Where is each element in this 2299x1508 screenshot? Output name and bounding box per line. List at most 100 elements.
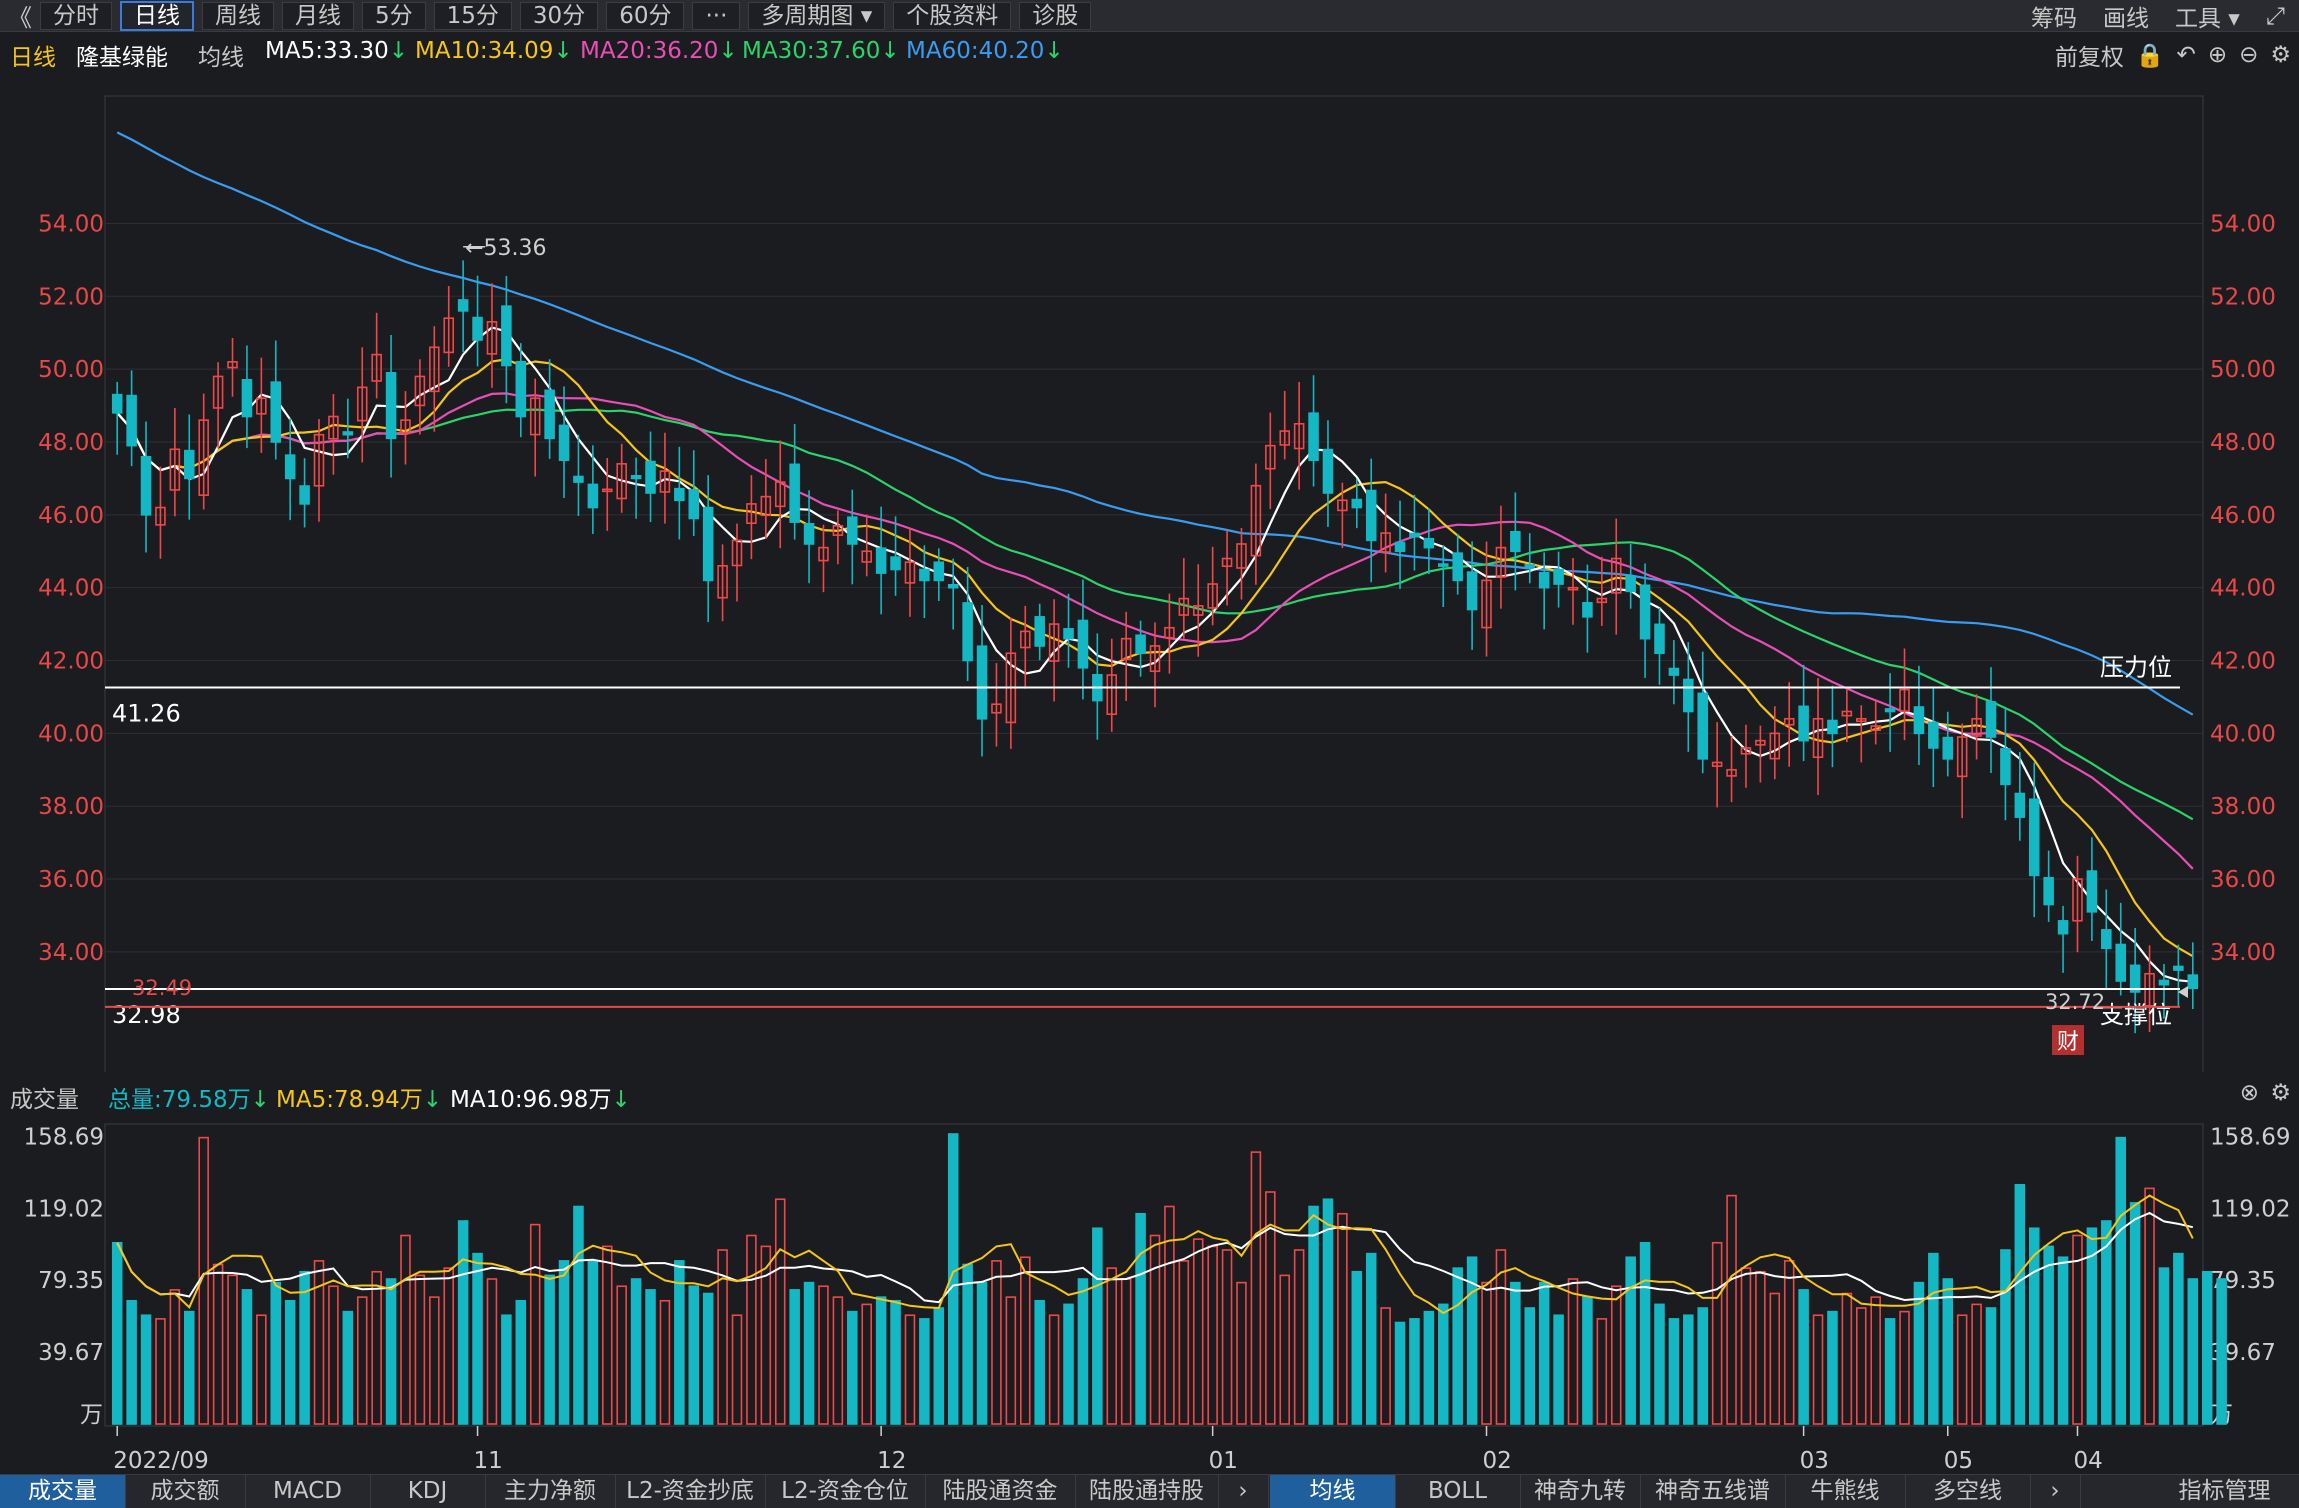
- gear-icon[interactable]: ⚙: [2270, 42, 2291, 68]
- candle: [1308, 375, 1319, 487]
- volume-bar: [616, 1285, 627, 1425]
- candlestick-chart[interactable]: 54.00 54.00 52.00 52.00 50.00 50.00 48.00 48.00…: [0, 72, 2299, 1072]
- indicator-tab-5[interactable]: L2-资金抄底: [615, 1475, 766, 1508]
- candle: [1567, 558, 1579, 625]
- period-tab-0[interactable]: 分时: [40, 1, 112, 30]
- indicator-tab-0[interactable]: 成交量: [0, 1475, 126, 1508]
- period-tab-7[interactable]: 60分: [606, 1, 685, 30]
- period-tab-10[interactable]: 个股资料: [893, 1, 1012, 30]
- candle: [429, 326, 440, 432]
- overlay-tab-5[interactable]: 多空线: [1905, 1475, 2031, 1508]
- stock-name[interactable]: 隆基绿能: [76, 45, 168, 71]
- chevron-right-icon[interactable]: ›: [1218, 1475, 1269, 1508]
- volume-bar: [2043, 1245, 2054, 1425]
- zoom-in-icon[interactable]: ⊕: [2207, 42, 2228, 68]
- volume-bar: [2216, 1278, 2227, 1425]
- close-icon[interactable]: ⊗: [2239, 1080, 2259, 1106]
- volume-bar: [2173, 1252, 2184, 1425]
- candle: [1279, 391, 1290, 460]
- overlay-tab-2[interactable]: 神奇九转: [1520, 1475, 1641, 1508]
- volume-label[interactable]: 成交量: [10, 1087, 79, 1113]
- volume-bar: [443, 1267, 454, 1425]
- period-tab-6[interactable]: 30分: [519, 1, 599, 30]
- price-tick-right: 36.00: [2210, 867, 2276, 893]
- indicator-manage-button[interactable]: 指标管理: [2150, 1475, 2299, 1508]
- candle: [933, 548, 945, 601]
- candle: [313, 419, 325, 522]
- volume-bar: [1668, 1318, 1680, 1425]
- volume-bar: [1394, 1321, 1406, 1425]
- volume-bar: [1726, 1194, 1737, 1425]
- fullscreen-icon[interactable]: ⤢: [2265, 1, 2285, 30]
- volume-bar: [501, 1314, 512, 1425]
- undo-icon[interactable]: ↶: [2176, 42, 2196, 68]
- candle: [270, 340, 282, 460]
- volume-bar: [1380, 1307, 1391, 1425]
- candle: [111, 381, 123, 455]
- indicator-tab-6[interactable]: L2-资金仓位: [765, 1475, 926, 1508]
- candle: [1783, 682, 1795, 767]
- period-tabs: 《 分时 日线 周线 月线 5分 15分 30分 60分 ··· 多周期图 ▾ 个股资料 诊股: [0, 0, 1092, 32]
- candle: [1928, 686, 1939, 788]
- volume-bar: [1740, 1267, 1752, 1425]
- volume-bar: [1149, 1234, 1161, 1425]
- candle: [2028, 762, 2040, 918]
- ma5-value: MA5:33.30↓: [265, 38, 409, 64]
- volume-bar: [1438, 1303, 1449, 1425]
- indicator-tab-4[interactable]: 主力净额: [485, 1475, 616, 1508]
- candle: [1639, 563, 1651, 678]
- volume-bar: [1048, 1314, 1060, 1425]
- period-tab-8[interactable]: ···: [692, 1, 741, 30]
- tools-button[interactable]: 工具 ▾: [2174, 5, 2240, 32]
- candles: [111, 260, 2199, 1034]
- zoom-out-icon[interactable]: ⊖: [2239, 42, 2259, 68]
- indicator-tab-2[interactable]: MACD: [245, 1475, 371, 1508]
- candle: [1322, 420, 1334, 527]
- ma-label[interactable]: 均线: [198, 45, 244, 71]
- candle: [1884, 673, 1896, 752]
- price-tick-right: 50.00: [2210, 357, 2276, 383]
- volume-bar: [544, 1274, 555, 1425]
- candle: [140, 421, 152, 553]
- candle: [2072, 855, 2083, 953]
- candle: [803, 490, 815, 584]
- price-tick-left: 50.00: [38, 357, 104, 383]
- indicator-tab-3[interactable]: KDJ: [370, 1475, 486, 1508]
- indicator-tab-1[interactable]: 成交额: [125, 1475, 246, 1508]
- price-tick-right: 52.00: [2210, 284, 2276, 310]
- volume-bar: [1265, 1191, 1276, 1425]
- overlay-tab-1[interactable]: BOLL: [1395, 1475, 1521, 1508]
- volume-bar: [1308, 1205, 1319, 1425]
- lock-icon[interactable]: 🔒: [2135, 42, 2165, 69]
- period-tab-9[interactable]: 多周期图 ▾: [748, 1, 886, 30]
- indicator-tab-7[interactable]: 陆股通资金: [925, 1475, 1076, 1508]
- candle: [1769, 706, 1781, 780]
- period-tab-2[interactable]: 周线: [202, 1, 274, 30]
- period-tab-5[interactable]: 15分: [433, 1, 512, 30]
- volume-bar: [1755, 1270, 1766, 1425]
- period-tab-3[interactable]: 月线: [282, 1, 354, 30]
- period-tab-1[interactable]: 日线: [120, 0, 194, 31]
- period-tab-11[interactable]: 诊股: [1019, 1, 1092, 30]
- gear-icon[interactable]: ⚙: [2270, 1080, 2291, 1106]
- chevron-right-icon[interactable]: ›: [2030, 1475, 2081, 1508]
- volume-bar: [2187, 1278, 2199, 1425]
- volume-bar: [558, 1260, 570, 1425]
- indicator-tab-8[interactable]: 陆股通持股: [1075, 1475, 1219, 1508]
- ma10-value: MA10:34.09↓: [415, 38, 573, 64]
- draw-line-button[interactable]: 画线: [2102, 5, 2149, 32]
- overlay-tab-3[interactable]: 神奇五线谱: [1640, 1475, 1786, 1508]
- period-tab-4[interactable]: 5分: [362, 1, 426, 30]
- volume-bar: [875, 1296, 887, 1425]
- candle: [1207, 546, 1218, 626]
- volume-bar: [1913, 1281, 1925, 1425]
- candle: [1034, 603, 1045, 661]
- overlay-tab-0[interactable]: 均线: [1270, 1475, 1396, 1508]
- overlay-tab-4[interactable]: 牛熊线: [1785, 1475, 1906, 1508]
- candle: [356, 347, 368, 463]
- chips-button[interactable]: 筹码: [2030, 5, 2077, 32]
- adjust-label[interactable]: 前复权: [2054, 45, 2124, 71]
- chevron-double-left-icon[interactable]: 《: [8, 4, 32, 32]
- volume-bar: [1884, 1318, 1896, 1425]
